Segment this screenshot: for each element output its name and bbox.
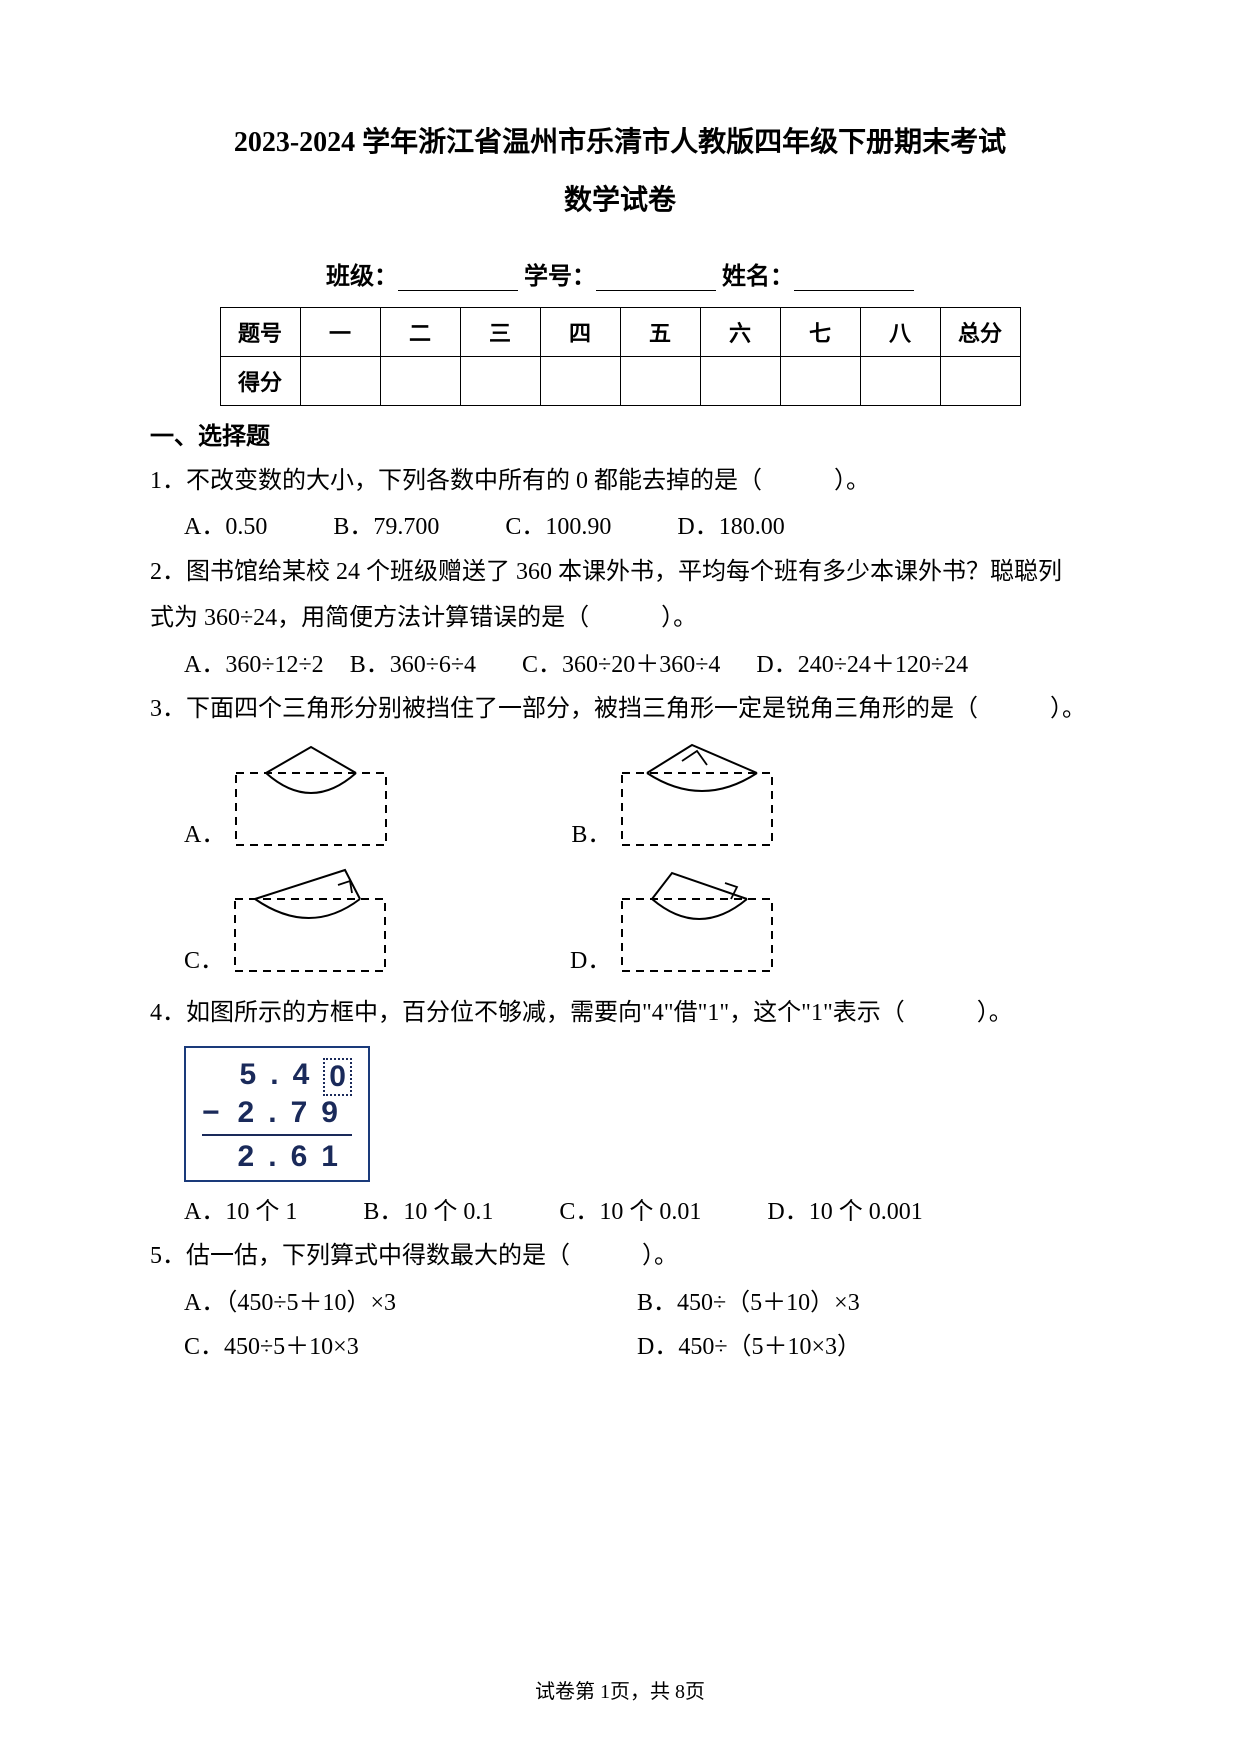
- td-blank[interactable]: [460, 357, 540, 406]
- q3-row2: C． D．: [150, 865, 1090, 975]
- th-5: 五: [620, 308, 700, 357]
- section-1-heading: 一、选择题: [150, 416, 1090, 451]
- q5-opt-a: A．（450÷5＋10）×3: [184, 1281, 637, 1325]
- td-blank[interactable]: [380, 357, 460, 406]
- q5-opt-d: D．450÷（5＋10×3）: [637, 1325, 1090, 1369]
- th-8: 八: [860, 308, 940, 357]
- question-4: 4．如图所示的方框中，百分位不够减，需要向"4"借"1"，这个"1"表示（ ）。: [150, 991, 1090, 1035]
- th-num: 题号: [220, 308, 300, 357]
- q5-opt-b: B．450÷（5＋10）×3: [637, 1281, 1090, 1325]
- question-1: 1．不改变数的大小，下列各数中所有的 0 都能去掉的是（ ）。: [150, 459, 1090, 503]
- q3-row1: A． B．: [150, 739, 1090, 849]
- th-2: 二: [380, 308, 460, 357]
- subtraction-box: 5.40 −2.79 2.61: [184, 1046, 370, 1182]
- q4-opt-b: B．10 个 0.1: [363, 1190, 493, 1234]
- triangle-a-icon: [231, 739, 391, 849]
- question-5: 5．估一估，下列算式中得数最大的是（ ）。: [150, 1234, 1090, 1278]
- d: .: [270, 1058, 292, 1096]
- q4-options: A．10 个 1 B．10 个 0.1 C．10 个 0.01 D．10 个 0…: [150, 1190, 1090, 1234]
- question-3: 3．下面四个三角形分别被挡住了一部分，被挡三角形一定是锐角三角形的是（ ）。: [150, 687, 1090, 731]
- question-2-line2: 式为 360÷24，用简便方法计算错误的是（ ）。: [150, 596, 1090, 640]
- d: 6: [291, 1140, 322, 1174]
- q1-opt-d: D．180.00: [677, 505, 784, 549]
- sub-rule: [202, 1134, 352, 1136]
- th-6: 六: [700, 308, 780, 357]
- q4-opt-a: A．10 个 1: [184, 1190, 297, 1234]
- th-1: 一: [300, 308, 380, 357]
- q3-d-label: D．: [570, 940, 611, 975]
- d: 2: [238, 1140, 269, 1174]
- q1-opt-c: C．100.90: [505, 505, 611, 549]
- d: 4: [293, 1058, 324, 1096]
- page-footer: 试卷第 1页，共 8页: [0, 1675, 1240, 1704]
- exam-title-line2: 数学试卷: [150, 178, 1090, 218]
- q3-c-label: C．: [184, 940, 224, 975]
- score-table: 题号 一 二 三 四 五 六 七 八 总分 得分: [220, 307, 1021, 406]
- q2-opt-a: A．360÷12÷2: [184, 643, 324, 687]
- name-blank[interactable]: [794, 267, 914, 291]
- q3-b-label: B．: [571, 814, 611, 849]
- q3-a-label: A．: [184, 814, 225, 849]
- q2-opt-b: B．360÷6÷4: [350, 643, 476, 687]
- q1-opt-a: A．0.50: [184, 505, 267, 549]
- table-row: 题号 一 二 三 四 五 六 七 八 总分: [220, 308, 1020, 357]
- q3-opt-d: D．: [570, 865, 777, 975]
- q1-opt-b: B．79.700: [333, 505, 439, 549]
- td-blank[interactable]: [620, 357, 700, 406]
- q3-opt-b: B．: [571, 739, 777, 849]
- id-blank[interactable]: [596, 267, 716, 291]
- d: 1: [321, 1140, 352, 1174]
- table-row: 得分: [220, 357, 1020, 406]
- d: 5: [240, 1058, 271, 1096]
- triangle-b-icon: [617, 739, 777, 849]
- td-blank[interactable]: [780, 357, 860, 406]
- triangle-c-icon: [230, 865, 390, 975]
- q1-options: A．0.50 B．79.700 C．100.90 D．180.00: [150, 505, 1090, 549]
- d: .: [268, 1096, 290, 1130]
- q2-opt-c: C．360÷20＋360÷4: [522, 643, 720, 687]
- td-blank[interactable]: [860, 357, 940, 406]
- sub-row1: 5.40: [202, 1058, 352, 1096]
- td-score-label: 得分: [220, 357, 300, 406]
- sub-row3: 2.61: [202, 1140, 352, 1174]
- q5-options-r1: A．（450÷5＋10）×3 B．450÷（5＋10）×3: [150, 1281, 1090, 1325]
- class-label: 班级：: [326, 264, 398, 290]
- q3-opt-c: C．: [184, 865, 390, 975]
- td-blank[interactable]: [700, 357, 780, 406]
- triangle-d-icon: [617, 865, 777, 975]
- q4-opt-d: D．10 个 0.001: [767, 1190, 922, 1234]
- th-3: 三: [460, 308, 540, 357]
- q5-opt-c: C．450÷5＋10×3: [184, 1325, 637, 1369]
- name-label: 姓名：: [722, 264, 794, 290]
- d: 7: [291, 1096, 322, 1130]
- td-blank[interactable]: [540, 357, 620, 406]
- d: 2: [238, 1096, 269, 1130]
- q3-opt-a: A．: [184, 739, 391, 849]
- question-2-line1: 2．图书馆给某校 24 个班级赠送了 360 本课外书，平均每个班有多少本课外书…: [150, 550, 1090, 594]
- th-4: 四: [540, 308, 620, 357]
- q2-options: A．360÷12÷2 B．360÷6÷4 C．360÷20＋360÷4 D．24…: [150, 643, 1090, 687]
- q4-opt-c: C．10 个 0.01: [559, 1190, 701, 1234]
- exam-title-line1: 2023-2024 学年浙江省温州市乐清市人教版四年级下册期末考试: [150, 120, 1090, 160]
- th-7: 七: [780, 308, 860, 357]
- id-label: 学号：: [524, 264, 596, 290]
- td-blank[interactable]: [300, 357, 380, 406]
- q5-options-r2: C．450÷5＋10×3 D．450÷（5＋10×3）: [150, 1325, 1090, 1369]
- minus-sign: −: [202, 1096, 234, 1130]
- student-info-line: 班级： 学号： 姓名：: [150, 256, 1090, 291]
- class-blank[interactable]: [398, 267, 518, 291]
- boxed-zero: 0: [323, 1058, 352, 1096]
- d: .: [268, 1140, 290, 1174]
- sub-row2: −2.79: [202, 1096, 352, 1130]
- td-blank[interactable]: [940, 357, 1020, 406]
- d: 9: [321, 1096, 352, 1130]
- q2-opt-d: D．240÷24＋120÷24: [756, 643, 968, 687]
- th-total: 总分: [940, 308, 1020, 357]
